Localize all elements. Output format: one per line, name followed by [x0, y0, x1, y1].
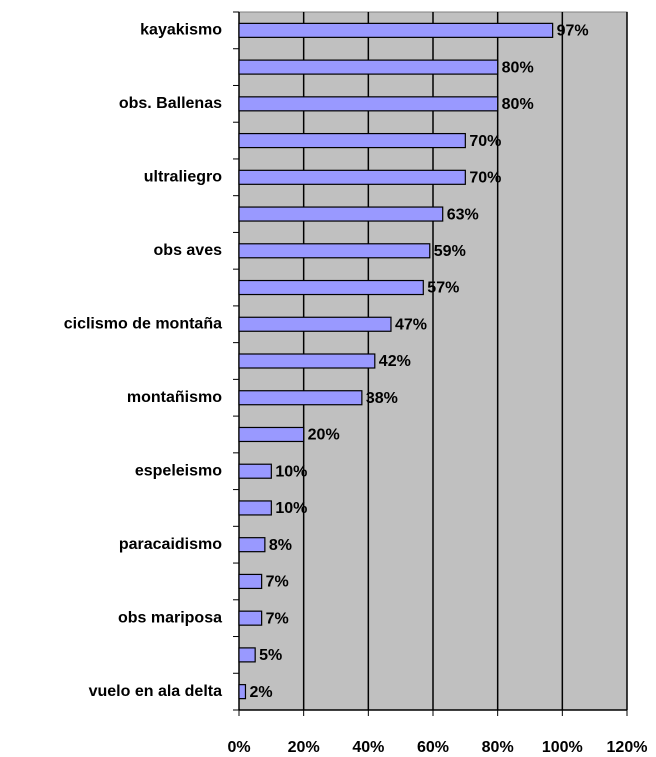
value-label: 42% — [379, 353, 411, 370]
y-tick-label: obs. Ballenas — [119, 95, 222, 112]
bar — [238, 96, 499, 112]
bar — [238, 243, 431, 259]
bar — [238, 353, 376, 369]
bar — [238, 463, 272, 479]
x-tick-label: 120% — [607, 739, 648, 756]
value-label: 80% — [502, 59, 534, 76]
bar — [238, 573, 263, 590]
y-tick-label: ultraliegro — [144, 169, 222, 186]
bar — [238, 316, 392, 332]
y-tick-label: espeleismo — [135, 462, 222, 479]
y-tick-label: kayakismo — [140, 22, 222, 39]
value-label: 2% — [249, 684, 272, 701]
value-label: 63% — [447, 206, 479, 223]
bar — [238, 132, 466, 149]
bar — [238, 390, 363, 406]
x-tick-label: 60% — [417, 739, 449, 756]
bar — [238, 647, 256, 663]
x-tick-label: 0% — [227, 739, 250, 756]
bar — [238, 610, 263, 626]
value-label: 10% — [275, 463, 307, 480]
value-label: 97% — [557, 23, 589, 40]
bar — [238, 206, 444, 222]
x-tick-label: 80% — [482, 739, 514, 756]
y-tick-label: paracaidismo — [119, 536, 222, 553]
y-tick-label: obs mariposa — [118, 609, 222, 626]
value-label: 38% — [366, 390, 398, 407]
value-label: 8% — [269, 537, 292, 554]
x-tick-label: 100% — [542, 739, 583, 756]
y-tick-label: obs aves — [154, 242, 223, 259]
value-label: 7% — [266, 574, 289, 591]
y-tick-label: montañismo — [127, 389, 222, 406]
x-tick-label: 20% — [288, 739, 320, 756]
bar — [238, 22, 554, 38]
value-label: 57% — [427, 280, 459, 297]
bar — [238, 684, 247, 700]
value-label: 7% — [266, 610, 289, 627]
bar — [238, 500, 272, 516]
bar — [238, 59, 499, 75]
y-tick-label: ciclismo de montaña — [64, 315, 222, 332]
value-label: 70% — [469, 133, 501, 150]
value-label: 10% — [275, 500, 307, 517]
value-label: 70% — [469, 170, 501, 187]
bar — [238, 426, 305, 443]
x-tick-label: 40% — [352, 739, 384, 756]
value-label: 47% — [395, 316, 427, 333]
value-label: 80% — [502, 96, 534, 113]
y-tick-label: vuelo en ala delta — [89, 683, 222, 700]
value-label: 20% — [308, 427, 340, 444]
bar — [238, 169, 466, 185]
value-label: 59% — [434, 243, 466, 260]
value-label: 5% — [259, 647, 282, 664]
bar — [238, 537, 266, 553]
bar — [238, 279, 424, 296]
